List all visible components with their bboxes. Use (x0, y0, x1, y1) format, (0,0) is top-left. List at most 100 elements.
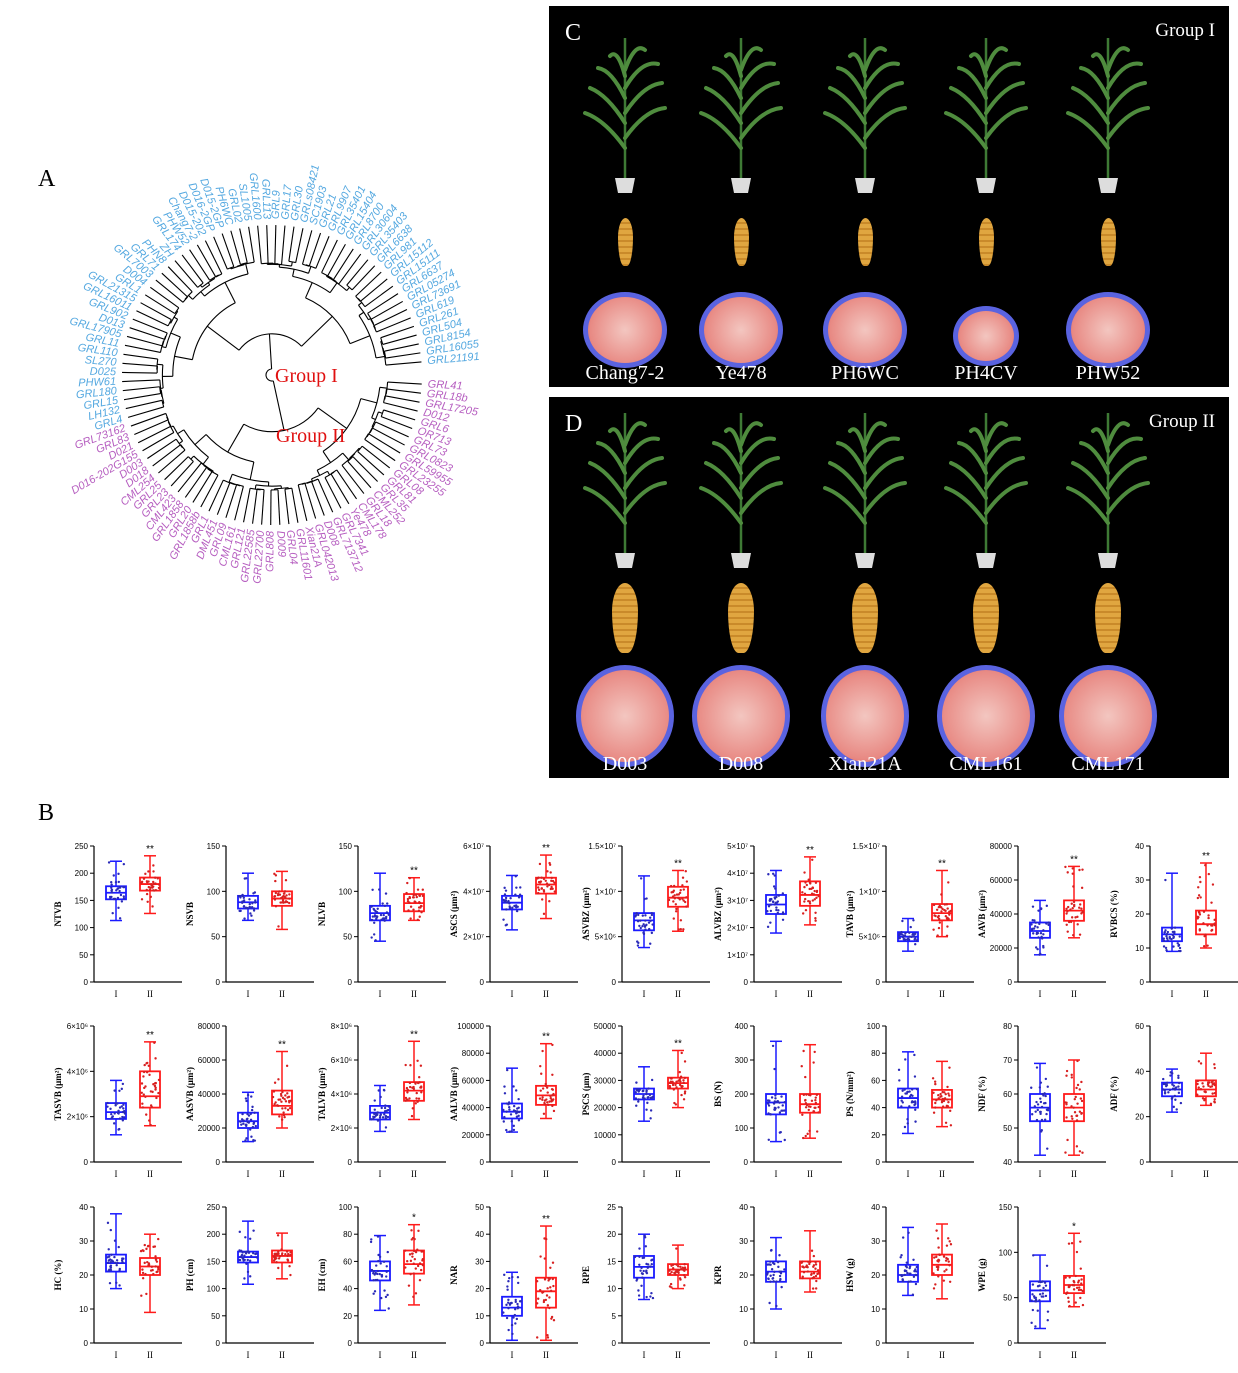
y-tick-label: 200 (75, 869, 89, 878)
box-group-II (931, 1060, 953, 1128)
y-tick-label: 0 (612, 1158, 617, 1167)
box-group-II (139, 1233, 161, 1314)
x-tick-label: II (1203, 989, 1209, 999)
x-tick-label: II (543, 989, 549, 999)
y-tick-label: 3×10⁷ (727, 896, 748, 905)
stem-cross-section (576, 665, 674, 767)
box-group-II (403, 1040, 425, 1121)
y-axis-label: AASVB (μm²) (185, 1067, 195, 1121)
leaf-label: SL1005 (236, 182, 254, 222)
y-tick-label: 70 (1003, 1056, 1012, 1065)
y-tick-label: 50 (211, 1312, 220, 1321)
y-axis-label: PH (cm) (185, 1259, 195, 1291)
y-axis-label: NLVB (317, 902, 327, 926)
y-tick-label: 150 (339, 842, 353, 851)
leaf-label: GRL04 (284, 529, 300, 565)
panel-label-d: D (565, 411, 583, 437)
y-tick-label: 0 (348, 1158, 353, 1167)
y-tick-label: 5×10⁷ (727, 842, 748, 851)
x-tick-label: II (279, 1350, 285, 1360)
plant-image (823, 38, 907, 193)
y-tick-label: 100 (339, 887, 353, 896)
y-tick-label: 1.5×10⁷ (588, 842, 616, 851)
y-tick-label: 10 (871, 1305, 880, 1314)
y-tick-label: 5 (612, 1312, 617, 1321)
box-group-I (1029, 1254, 1051, 1330)
y-tick-label: 100 (75, 924, 89, 933)
y-tick-label: 250 (75, 842, 89, 851)
y-tick-label: 60 (1135, 1022, 1144, 1031)
leaf-label: GRL180 (75, 385, 118, 401)
box-group-I (765, 869, 787, 934)
box-group-II (799, 1043, 821, 1140)
box-group-I (1161, 872, 1183, 953)
box-group-II (1195, 862, 1217, 949)
box-group-II (139, 1041, 161, 1127)
x-tick-label: I (1171, 1169, 1174, 1179)
y-tick-label: 40 (739, 1203, 748, 1212)
box-group-I (237, 1220, 259, 1285)
panel-label-b: B (38, 800, 55, 826)
box-group-I (369, 872, 391, 942)
x-tick-label: II (411, 1350, 417, 1360)
leaf-label: D009 (274, 530, 287, 557)
ear-image (978, 218, 994, 266)
box-group-I (237, 872, 259, 922)
y-tick-label: 40 (343, 1285, 352, 1294)
box-group-II (535, 1042, 557, 1120)
y-tick-label: 40 (475, 1230, 484, 1239)
x-tick-label: II (411, 989, 417, 999)
box-group-II (403, 876, 425, 922)
y-tick-label: 2×10⁶ (331, 1124, 352, 1133)
y-axis-label: ASCS (μm²) (449, 891, 459, 938)
y-tick-label: 40000 (990, 910, 1013, 919)
y-tick-label: 50 (1003, 1124, 1012, 1133)
plant-image (823, 413, 907, 568)
y-tick-label: 4×10⁷ (463, 887, 484, 896)
significance-mark: ** (1070, 854, 1078, 865)
dendrogram-leaf-labels: GRL21191GRL16055GRL8154GRL504GRL261GRL61… (68, 164, 480, 584)
plant-image (944, 413, 1028, 568)
y-tick-label: 50 (211, 933, 220, 942)
y-tick-label: 20 (607, 1230, 616, 1239)
y-axis-label: BS (N) (713, 1081, 723, 1107)
x-tick-label: II (675, 1169, 681, 1179)
box-group-II (667, 1244, 689, 1290)
box-group-II (271, 1232, 293, 1280)
y-tick-label: 0 (876, 1158, 881, 1167)
y-axis-label: NTVB (53, 901, 63, 926)
leaf-label: GRL15 (83, 394, 120, 412)
y-tick-label: 100 (999, 1248, 1013, 1257)
significance-mark: ** (278, 1040, 286, 1051)
box-group-I (105, 1079, 127, 1136)
box-group-II (271, 1050, 293, 1129)
box-group-II (1063, 1232, 1085, 1308)
x-tick-label: I (115, 989, 118, 999)
y-tick-label: 0 (480, 1339, 485, 1348)
plant-image (583, 413, 667, 568)
y-axis-label: TASVB (μm²) (53, 1068, 63, 1121)
x-tick-label: II (1071, 1350, 1077, 1360)
significance-mark: * (412, 1213, 416, 1224)
x-tick-label: II (411, 1169, 417, 1179)
y-axis-label: TALVB (μm²) (317, 1067, 327, 1120)
box-group-I (1029, 899, 1051, 956)
y-tick-label: 50 (79, 951, 88, 960)
significance-mark: * (1072, 1221, 1076, 1232)
box-group-I (633, 1233, 655, 1301)
y-tick-label: 10 (607, 1285, 616, 1294)
ear-image (973, 583, 999, 653)
x-tick-label: II (1071, 989, 1077, 999)
y-axis-label: RPE (581, 1266, 591, 1284)
y-tick-label: 50 (475, 1203, 484, 1212)
y-tick-label: 0 (1008, 978, 1013, 987)
y-tick-label: 30 (79, 1237, 88, 1246)
stem-cross-section (821, 665, 909, 767)
box-group-II (931, 869, 953, 938)
